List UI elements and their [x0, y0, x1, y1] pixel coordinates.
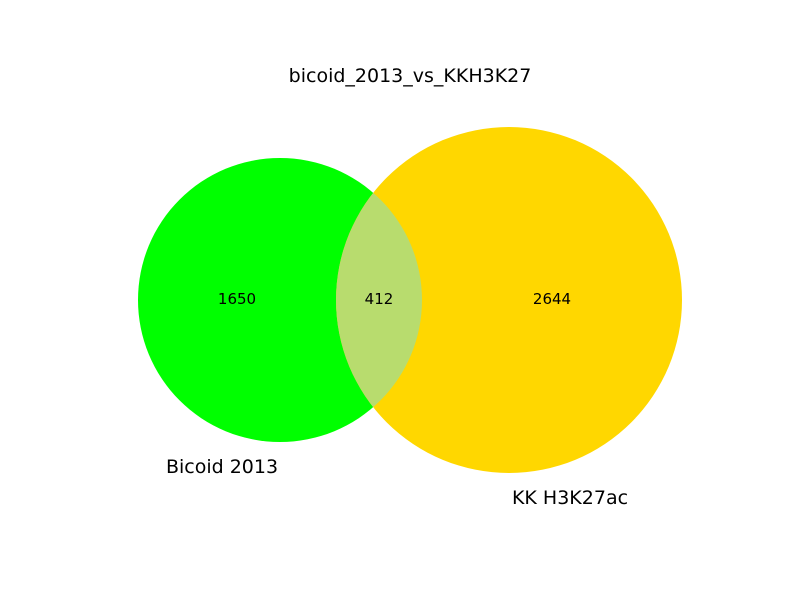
- set-label-bicoid: Bicoid 2013: [166, 456, 278, 478]
- count-bicoid-only: 1650: [218, 290, 256, 308]
- set-label-kk-h3k27ac: KK H3K27ac: [512, 487, 628, 509]
- count-overlap: 412: [365, 290, 394, 308]
- set-circle-bicoid: [138, 158, 422, 442]
- chart-title: bicoid_2013_vs_KKH3K27: [289, 65, 532, 87]
- set-circle-kk-h3k27ac: [336, 127, 682, 473]
- count-kk-h3k27ac-only: 2644: [533, 290, 571, 308]
